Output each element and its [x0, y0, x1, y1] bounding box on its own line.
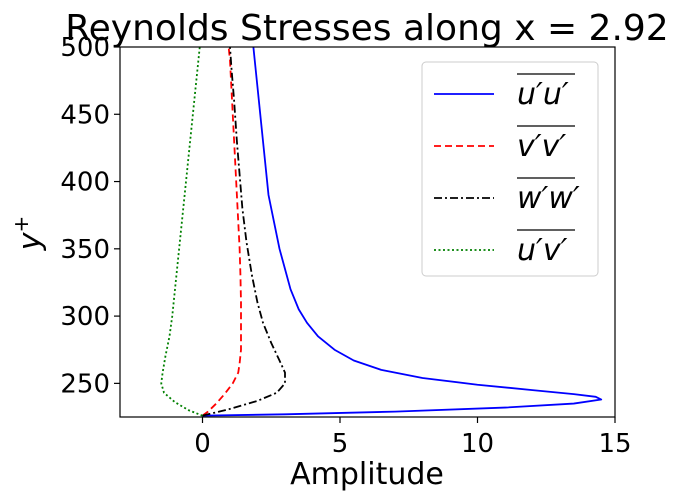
legend-label-1: v′v′ [517, 129, 566, 164]
x-axis-label: Amplitude [290, 457, 444, 492]
plot-frame [119, 46, 616, 418]
y-tick-label: 450 [60, 100, 110, 130]
legend-label-2: w′w′ [517, 181, 580, 216]
legend-label-0: u′u′ [517, 77, 569, 112]
y-tick-label: 250 [60, 369, 110, 399]
legend-box [421, 61, 599, 277]
x-tick-label: 15 [598, 429, 631, 459]
x-axis-ticks: 0 5 10 15 [194, 417, 632, 459]
x-tick-label: 10 [461, 429, 494, 459]
y-tick-label: 350 [60, 235, 110, 265]
series-line-2 [202, 47, 286, 417]
y-axis-label-text: y+ [9, 216, 48, 252]
series-layer [160, 47, 603, 417]
series-line-0 [202, 47, 603, 417]
series-line-1 [201, 47, 242, 417]
x-tick-label: 5 [332, 429, 349, 459]
legend-label-3: u′v′ [517, 233, 568, 268]
chart-title: Reynolds Stresses along x = 2.92 [65, 8, 668, 49]
y-axis-label: y+ [9, 216, 48, 252]
y-tick-label: 300 [60, 302, 110, 332]
series-line-3 [160, 47, 203, 417]
legend: u′u′ v′v′ w′w′ u′v′ [421, 61, 599, 277]
y-axis-ticks: 250 300 350 400 450 500 [60, 33, 120, 399]
y-tick-label: 400 [60, 168, 110, 198]
y-tick-label: 500 [60, 33, 110, 63]
x-tick-label: 0 [194, 429, 211, 459]
